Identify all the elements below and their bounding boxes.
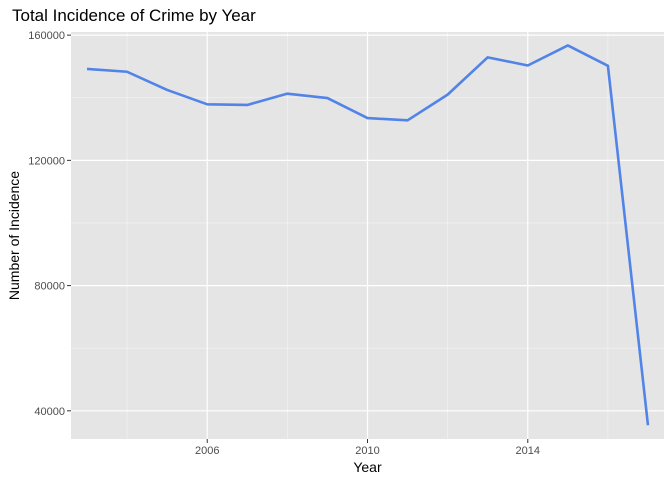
y-tick-label: 160000 <box>28 30 65 42</box>
y-tick-label: 40000 <box>34 406 65 418</box>
tick-layer: 2006 2010 2014 40000 80000 120000 160000 <box>28 30 540 457</box>
x-tick-label: 2014 <box>516 445 540 457</box>
y-tick-label: 120000 <box>28 155 65 167</box>
x-tick-label: 2010 <box>355 445 379 457</box>
y-axis-title: Number of Incidence <box>6 171 22 300</box>
x-tick-label: 2006 <box>195 445 219 457</box>
x-axis-title: Year <box>353 459 382 475</box>
chart-title: Total Incidence of Crime by Year <box>12 6 256 25</box>
major-gridlines <box>71 32 664 439</box>
series-layer <box>86 44 650 426</box>
y-tick-label: 80000 <box>34 281 65 293</box>
